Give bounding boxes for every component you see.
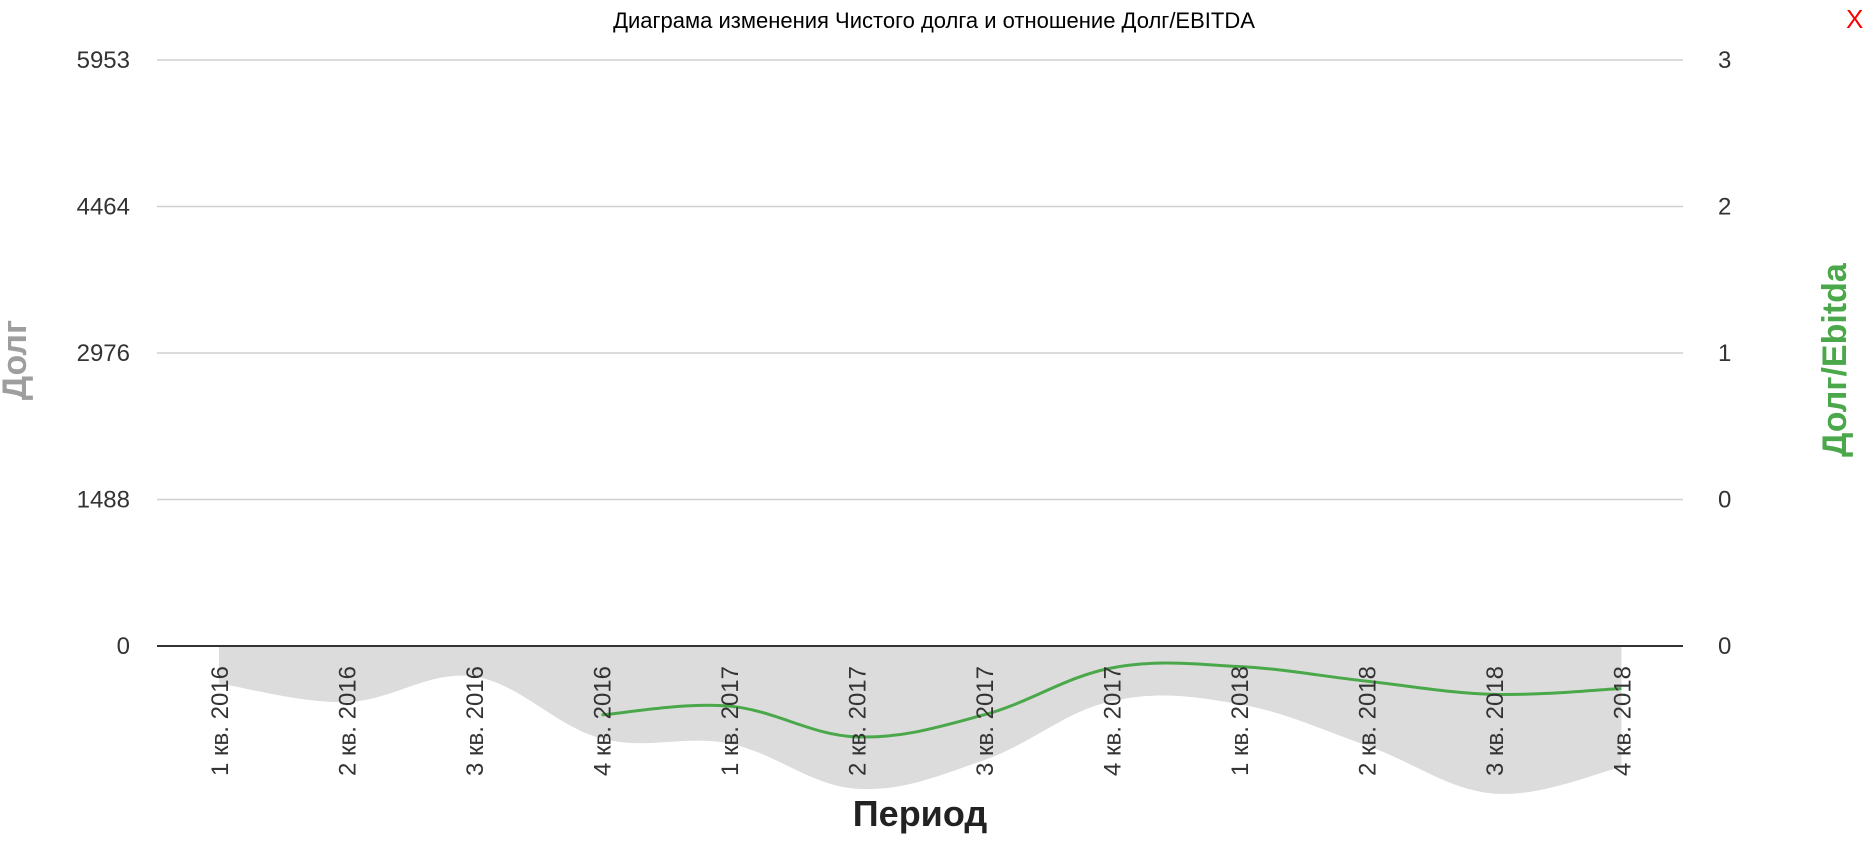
left-axis-tick-label: 4464: [77, 194, 130, 221]
x-axis-title: Период: [853, 793, 988, 834]
left-axis-tick-label: 0: [117, 633, 130, 660]
left-axis-title: Долг: [0, 320, 34, 400]
close-button[interactable]: X: [1846, 4, 1864, 34]
right-axis-tick-label: 0: [1718, 487, 1731, 514]
left-axis-ticks: 0 1488 2976 4464 5953: [77, 47, 130, 660]
chart-title: Диаграма изменения Чистого долга и отнош…: [613, 8, 1255, 33]
gridlines: [157, 59, 1683, 501]
x-axis-tick-label: 4 кв. 2018: [1610, 666, 1637, 776]
left-axis-tick-label: 5953: [77, 47, 130, 74]
ratio-line-series: [601, 661, 1622, 739]
x-axis-ticks: 1 кв. 2016 2 кв. 2016 3 кв. 2016 4 кв. 2016…: [207, 666, 1637, 776]
x-axis-tick-label: 2 кв. 2018: [1355, 666, 1382, 776]
x-axis-tick-label: 1 кв. 2016: [207, 666, 234, 776]
right-axis-tick-label: 1: [1718, 340, 1731, 367]
x-axis-tick-label: 1 кв. 2018: [1227, 666, 1254, 776]
x-axis-tick-label: 4 кв. 2017: [1100, 666, 1127, 776]
x-axis-tick-label: 2 кв. 2016: [335, 666, 362, 776]
x-axis-tick-label: 3 кв. 2018: [1482, 666, 1509, 776]
x-axis-tick-label: 4 кв. 2016: [590, 666, 617, 776]
x-axis-tick-label: 3 кв. 2017: [972, 666, 999, 776]
left-axis-tick-label: 1488: [77, 487, 130, 514]
right-axis-tick-label: 2: [1718, 194, 1731, 221]
right-axis-title: Долг/Ebitda: [1816, 262, 1854, 457]
debt-area: [219, 646, 1622, 795]
x-axis-tick-label: 2 кв. 2017: [845, 666, 872, 776]
right-axis-ticks: 0 0 1 2 3: [1718, 47, 1731, 660]
x-axis-tick-label: 3 кв. 2016: [462, 666, 489, 776]
x-axis-tick-label: 1 кв. 2017: [717, 666, 744, 776]
right-axis-tick-label: 0: [1718, 633, 1731, 660]
ratio-line: [601, 661, 1622, 739]
right-axis-tick-label: 3: [1718, 47, 1731, 74]
debt-area-series: [219, 646, 1622, 795]
left-axis-tick-label: 2976: [77, 340, 130, 367]
